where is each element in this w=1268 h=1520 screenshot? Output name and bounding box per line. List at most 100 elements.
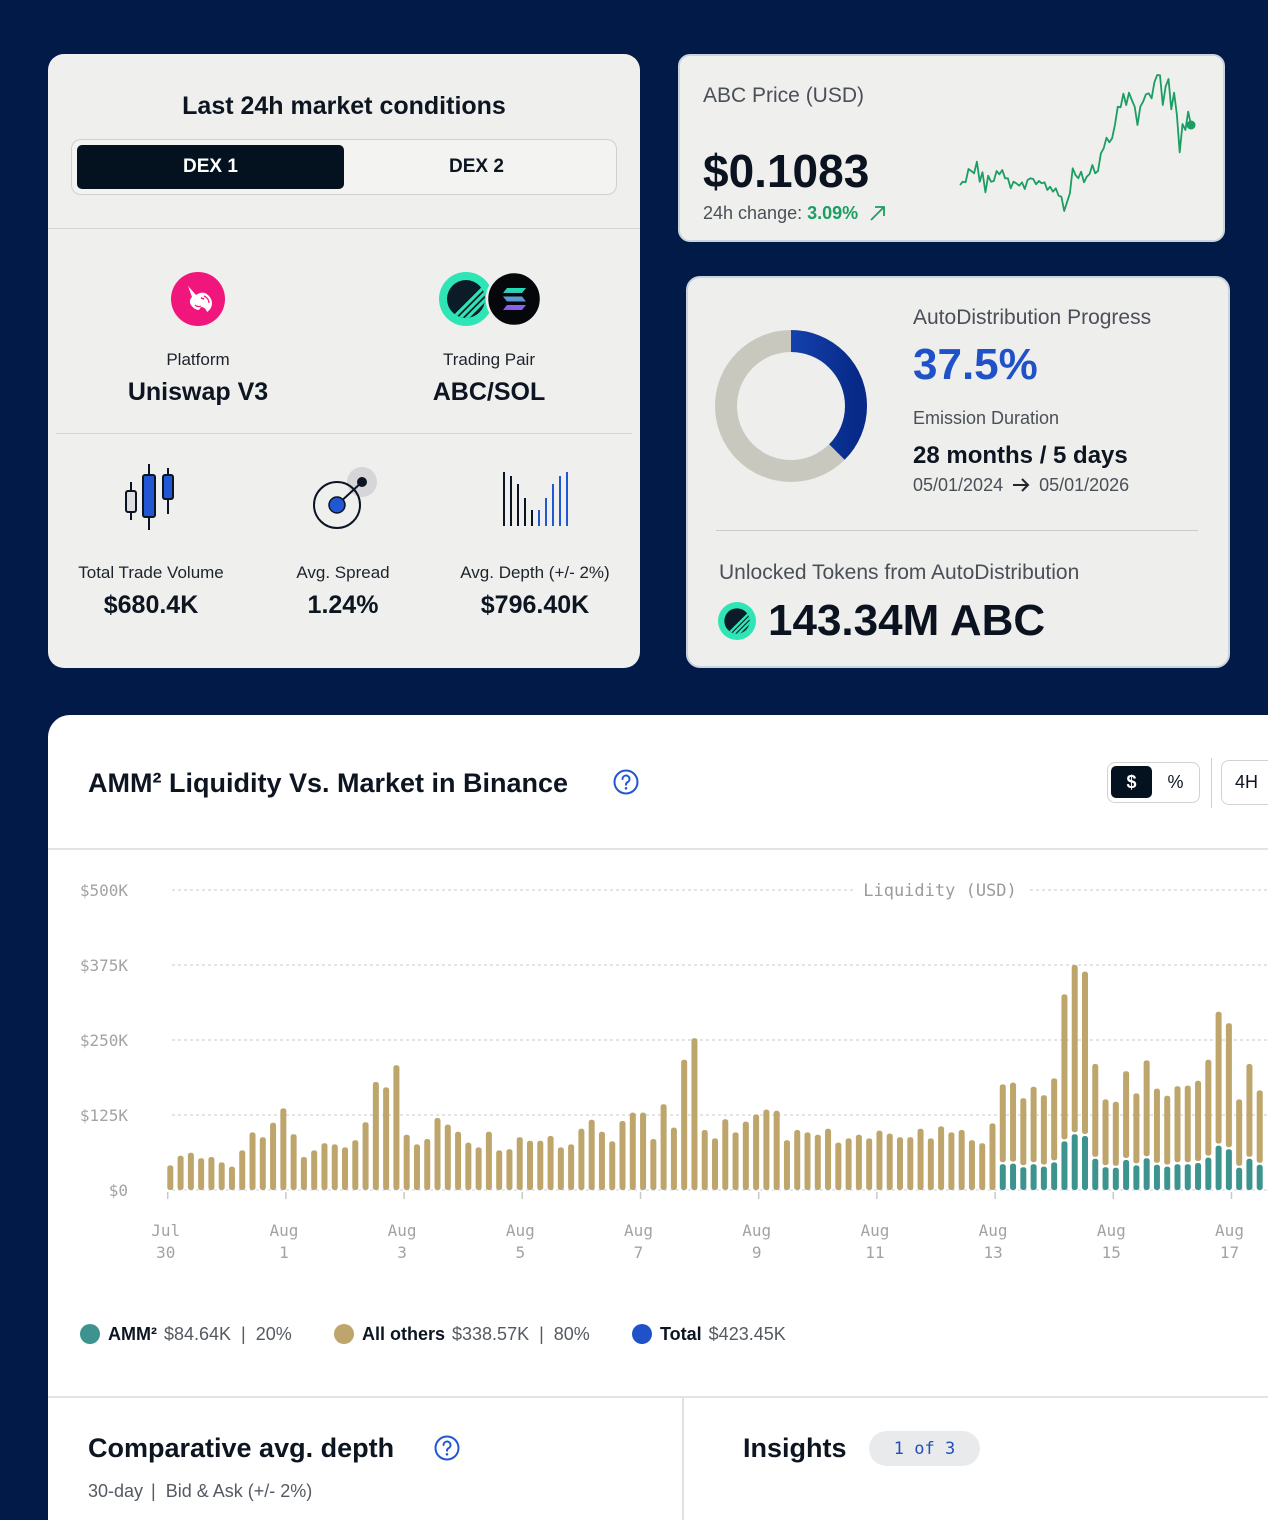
bar-all-others[interactable]	[290, 1134, 297, 1190]
bar-all-others[interactable]	[825, 1128, 832, 1190]
bar-all-others[interactable]	[835, 1142, 842, 1190]
bar-all-others[interactable]	[527, 1140, 534, 1190]
interval-button[interactable]: 4H	[1221, 760, 1268, 805]
bar-all-others[interactable]	[424, 1139, 431, 1190]
bar-all-others[interactable]	[1236, 1099, 1243, 1166]
bar-amm2[interactable]	[1081, 1136, 1088, 1190]
bar-all-others[interactable]	[660, 1104, 667, 1190]
bar-all-others[interactable]	[537, 1140, 544, 1190]
bar-all-others[interactable]	[1040, 1095, 1047, 1165]
bar-all-others[interactable]	[1051, 1078, 1058, 1161]
bar-all-others[interactable]	[228, 1166, 235, 1190]
bar-all-others[interactable]	[588, 1119, 595, 1190]
bar-all-others[interactable]	[321, 1143, 328, 1190]
bar-amm2[interactable]	[1010, 1163, 1017, 1190]
bar-all-others[interactable]	[259, 1137, 266, 1190]
bar-all-others[interactable]	[342, 1147, 349, 1190]
bar-all-others[interactable]	[866, 1138, 873, 1190]
bar-amm2[interactable]	[1236, 1167, 1243, 1190]
bar-all-others[interactable]	[1071, 965, 1078, 1133]
bar-all-others[interactable]	[403, 1134, 410, 1190]
bar-all-others[interactable]	[640, 1112, 647, 1190]
help-icon[interactable]	[434, 1435, 460, 1461]
bar-amm2[interactable]	[1225, 1149, 1232, 1190]
bar-all-others[interactable]	[722, 1119, 729, 1190]
bar-all-others[interactable]	[485, 1131, 492, 1190]
bar-all-others[interactable]	[958, 1130, 965, 1190]
bar-amm2[interactable]	[1143, 1158, 1150, 1190]
bar-all-others[interactable]	[968, 1140, 975, 1190]
bar-all-others[interactable]	[311, 1150, 318, 1190]
bar-all-others[interactable]	[763, 1109, 770, 1190]
bar-all-others[interactable]	[681, 1059, 688, 1190]
bar-all-others[interactable]	[794, 1130, 801, 1190]
bar-all-others[interactable]	[568, 1144, 575, 1190]
bar-all-others[interactable]	[609, 1141, 616, 1190]
bar-amm2[interactable]	[1133, 1165, 1140, 1190]
bar-all-others[interactable]	[1246, 1064, 1253, 1157]
bar-all-others[interactable]	[352, 1140, 359, 1190]
bar-amm2[interactable]	[1061, 1141, 1068, 1190]
bar-amm2[interactable]	[999, 1164, 1006, 1190]
bar-all-others[interactable]	[886, 1133, 893, 1190]
bar-all-others[interactable]	[578, 1128, 585, 1190]
bar-all-others[interactable]	[239, 1150, 246, 1190]
bar-all-others[interactable]	[1205, 1059, 1212, 1156]
bar-amm2[interactable]	[1256, 1164, 1263, 1190]
bar-all-others[interactable]	[496, 1150, 503, 1190]
bar-all-others[interactable]	[1010, 1082, 1017, 1162]
bar-amm2[interactable]	[1102, 1167, 1109, 1190]
bar-amm2[interactable]	[1071, 1134, 1078, 1190]
bar-all-others[interactable]	[732, 1132, 739, 1190]
bar-all-others[interactable]	[948, 1132, 955, 1190]
bar-all-others[interactable]	[1061, 994, 1068, 1140]
bar-all-others[interactable]	[300, 1157, 307, 1190]
bar-all-others[interactable]	[187, 1152, 194, 1190]
bar-amm2[interactable]	[1195, 1163, 1202, 1190]
bar-all-others[interactable]	[444, 1124, 451, 1190]
bar-all-others[interactable]	[670, 1127, 677, 1190]
legend-item-all-others[interactable]: All others $338.57K | 80%	[334, 1322, 590, 1346]
bar-all-others[interactable]	[1225, 1023, 1232, 1148]
bar-all-others[interactable]	[1030, 1086, 1037, 1163]
legend-item-total[interactable]: Total $423.45K	[632, 1322, 786, 1346]
bar-all-others[interactable]	[927, 1138, 934, 1190]
bar-all-others[interactable]	[999, 1084, 1006, 1163]
bar-all-others[interactable]	[547, 1136, 554, 1190]
bar-all-others[interactable]	[753, 1114, 760, 1190]
bar-all-others[interactable]	[465, 1142, 472, 1190]
bar-all-others[interactable]	[249, 1132, 256, 1190]
bar-amm2[interactable]	[1174, 1164, 1181, 1190]
unit-percent-button[interactable]: %	[1167, 771, 1184, 792]
bar-all-others[interactable]	[270, 1122, 277, 1190]
bar-all-others[interactable]	[619, 1121, 626, 1190]
bar-all-others[interactable]	[1184, 1085, 1191, 1163]
bar-all-others[interactable]	[876, 1130, 883, 1190]
bar-all-others[interactable]	[198, 1158, 205, 1190]
bar-all-others[interactable]	[917, 1128, 924, 1190]
bar-all-others[interactable]	[897, 1137, 904, 1190]
bar-all-others[interactable]	[167, 1165, 174, 1190]
bar-amm2[interactable]	[1184, 1164, 1191, 1190]
bar-amm2[interactable]	[1020, 1167, 1027, 1190]
bar-all-others[interactable]	[208, 1157, 215, 1190]
bar-all-others[interactable]	[938, 1126, 945, 1190]
bar-all-others[interactable]	[598, 1131, 605, 1190]
bar-amm2[interactable]	[1040, 1166, 1047, 1190]
bar-all-others[interactable]	[383, 1087, 390, 1190]
help-icon[interactable]	[613, 769, 639, 795]
bar-all-others[interactable]	[413, 1144, 420, 1190]
bar-all-others[interactable]	[979, 1143, 986, 1190]
bar-all-others[interactable]	[1112, 1101, 1119, 1166]
bar-all-others[interactable]	[434, 1118, 441, 1190]
bar-all-others[interactable]	[845, 1138, 852, 1190]
bar-amm2[interactable]	[1123, 1160, 1130, 1190]
bar-all-others[interactable]	[362, 1122, 369, 1190]
bar-all-others[interactable]	[1215, 1011, 1222, 1144]
bar-all-others[interactable]	[855, 1134, 862, 1190]
bar-all-others[interactable]	[742, 1121, 749, 1190]
bar-all-others[interactable]	[1102, 1099, 1109, 1166]
unit-usd-button[interactable]: $	[1111, 766, 1152, 798]
bar-amm2[interactable]	[1246, 1158, 1253, 1190]
bar-all-others[interactable]	[1133, 1093, 1140, 1164]
